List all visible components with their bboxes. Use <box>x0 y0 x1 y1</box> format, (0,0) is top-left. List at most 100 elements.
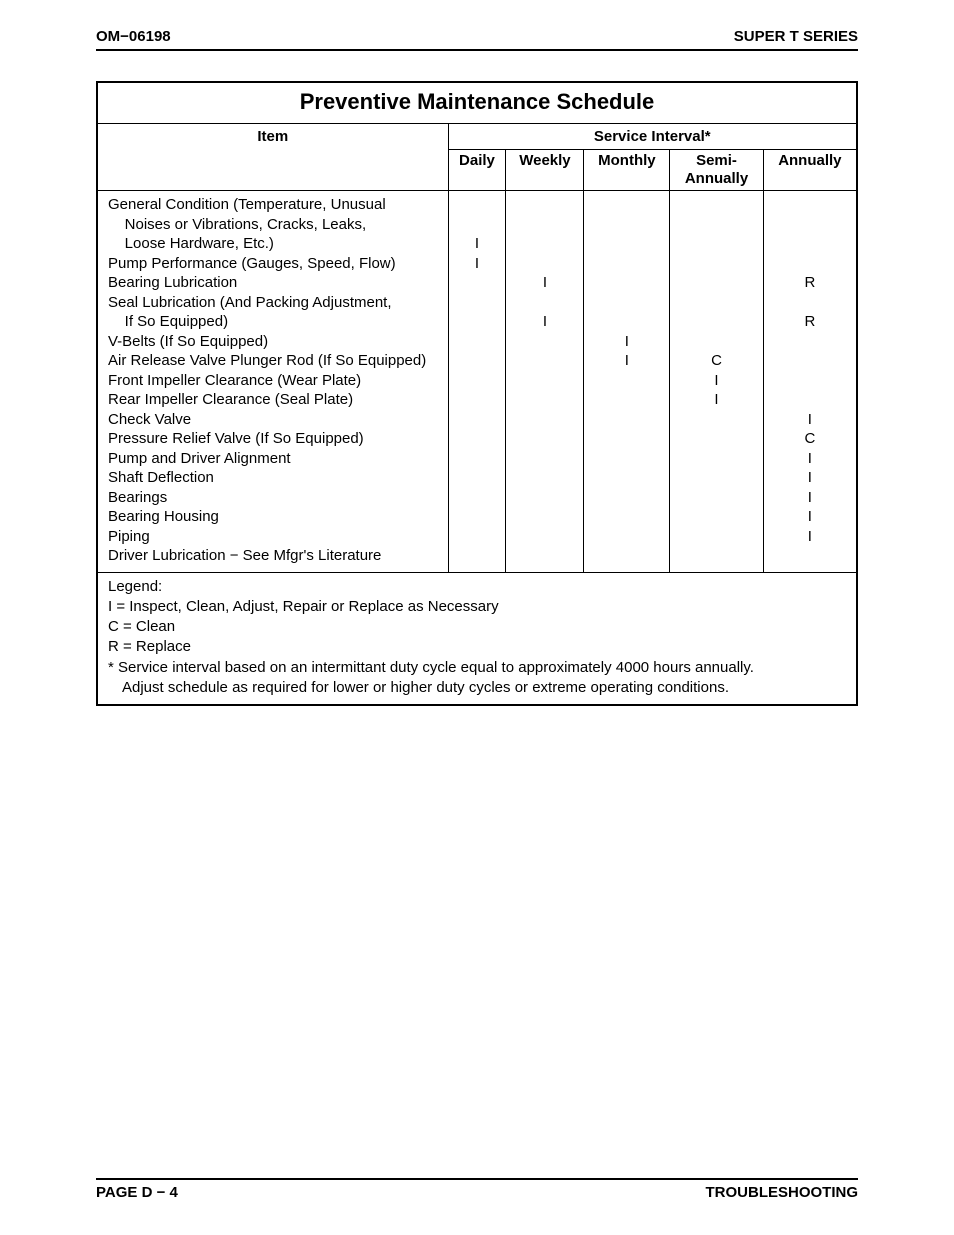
interval-mark <box>670 312 762 332</box>
interval-mark <box>764 371 856 391</box>
interval-subhead: Semi-Annually <box>670 150 763 191</box>
interval-mark <box>584 546 669 566</box>
interval-mark <box>764 254 856 274</box>
item-line: Bearing Lubrication <box>108 273 442 293</box>
item-line: If So Equipped) <box>108 312 442 332</box>
interval-mark <box>584 254 669 274</box>
interval-mark <box>506 215 583 235</box>
interval-mark: I <box>670 390 762 410</box>
interval-mark <box>584 429 669 449</box>
item-line: Front Impeller Clearance (Wear Plate) <box>108 371 442 391</box>
interval-mark <box>506 195 583 215</box>
item-line: Check Valve <box>108 410 442 430</box>
interval-mark: I <box>584 332 669 352</box>
interval-mark <box>764 332 856 352</box>
interval-mark <box>764 351 856 371</box>
interval-mark: I <box>764 527 856 547</box>
interval-mark <box>584 527 669 547</box>
interval-mark <box>584 488 669 508</box>
interval-mark <box>449 429 506 449</box>
interval-mark <box>449 351 506 371</box>
interval-mark <box>670 234 762 254</box>
interval-mark <box>764 234 856 254</box>
interval-mark <box>449 215 506 235</box>
interval-mark <box>584 468 669 488</box>
interval-mark <box>449 293 506 313</box>
interval-subhead: Daily <box>448 150 506 191</box>
interval-mark: I <box>449 254 506 274</box>
interval-mark: I <box>449 234 506 254</box>
interval-mark <box>670 488 762 508</box>
interval-mark: I <box>506 273 583 293</box>
interval-mark <box>670 429 762 449</box>
interval-mark: I <box>764 507 856 527</box>
col-interval-group: Service Interval* <box>448 124 856 150</box>
interval-mark <box>449 273 506 293</box>
item-line: Bearing Housing <box>108 507 442 527</box>
interval-mark <box>584 371 669 391</box>
interval-mark <box>670 254 762 274</box>
interval-mark <box>449 468 506 488</box>
semi-cell: CII <box>670 191 763 573</box>
legend-line: I = Inspect, Clean, Adjust, Repair or Re… <box>108 597 850 617</box>
interval-mark <box>506 527 583 547</box>
monthly-cell: II <box>584 191 670 573</box>
interval-subhead: Monthly <box>584 150 670 191</box>
interval-mark: I <box>764 449 856 469</box>
item-line: Driver Lubrication − See Mfgr's Literatu… <box>108 546 442 566</box>
interval-mark: I <box>764 410 856 430</box>
interval-mark <box>670 410 762 430</box>
legend-note-1: * Service interval based on an intermitt… <box>108 658 850 678</box>
interval-mark <box>584 449 669 469</box>
interval-mark <box>584 293 669 313</box>
item-line: Air Release Valve Plunger Rod (If So Equ… <box>108 351 442 371</box>
item-line: Seal Lubrication (And Packing Adjustment… <box>108 293 442 313</box>
interval-mark <box>506 351 583 371</box>
interval-mark <box>449 332 506 352</box>
interval-mark: I <box>584 351 669 371</box>
interval-mark: I <box>670 371 762 391</box>
interval-mark <box>670 293 762 313</box>
interval-mark <box>584 312 669 332</box>
page-footer: PAGE D − 4 TROUBLESHOOTING <box>96 1178 858 1201</box>
interval-mark <box>584 234 669 254</box>
schedule-table: Item Service Interval* DailyWeeklyMonthl… <box>98 124 856 704</box>
item-line: Rear Impeller Clearance (Seal Plate) <box>108 390 442 410</box>
legend-line: C = Clean <box>108 617 850 637</box>
interval-mark <box>584 273 669 293</box>
header-left: OM−06198 <box>96 28 171 45</box>
interval-mark: R <box>764 273 856 293</box>
page: OM−06198 SUPER T SERIES Preventive Maint… <box>0 0 954 1235</box>
interval-mark <box>670 527 762 547</box>
interval-mark <box>584 410 669 430</box>
interval-mark <box>670 273 762 293</box>
interval-mark <box>449 449 506 469</box>
schedule-table-wrap: Preventive Maintenance Schedule Item Ser… <box>96 81 858 706</box>
table-title: Preventive Maintenance Schedule <box>98 83 856 124</box>
interval-mark <box>764 390 856 410</box>
interval-mark <box>449 507 506 527</box>
interval-mark <box>764 195 856 215</box>
footer-right: TROUBLESHOOTING <box>706 1184 859 1201</box>
interval-mark: I <box>506 312 583 332</box>
interval-mark <box>506 390 583 410</box>
weekly-cell: I I <box>506 191 584 573</box>
item-line: Loose Hardware, Etc.) <box>108 234 442 254</box>
interval-mark <box>506 507 583 527</box>
interval-mark <box>584 507 669 527</box>
interval-mark: C <box>764 429 856 449</box>
interval-mark <box>670 195 762 215</box>
interval-mark: C <box>670 351 762 371</box>
interval-mark <box>764 293 856 313</box>
interval-mark <box>506 332 583 352</box>
interval-mark <box>670 468 762 488</box>
legend-note-2: Adjust schedule as required for lower or… <box>108 678 850 698</box>
interval-mark <box>449 527 506 547</box>
item-line: Shaft Deflection <box>108 468 442 488</box>
interval-mark <box>584 195 669 215</box>
footer-left: PAGE D − 4 <box>96 1184 178 1201</box>
annual-cell: R R ICIIIII <box>763 191 856 573</box>
col-item-head: Item <box>98 124 448 191</box>
interval-subhead: Annually <box>763 150 856 191</box>
interval-mark <box>670 449 762 469</box>
